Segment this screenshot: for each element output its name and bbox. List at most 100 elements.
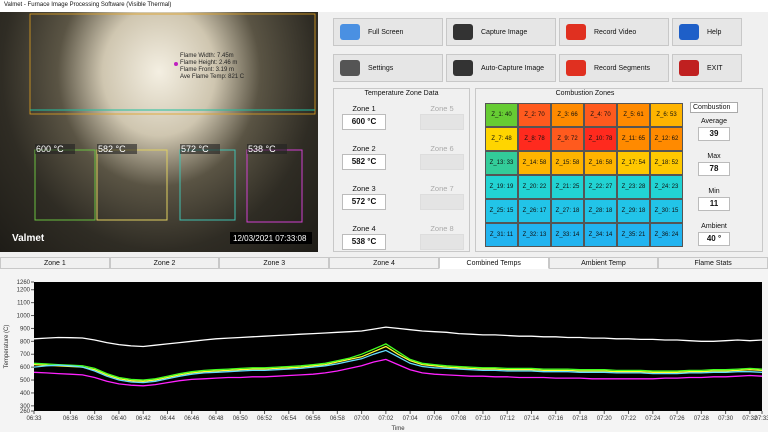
zone-cell: Z_25: 15 <box>485 199 518 223</box>
zone-label: Zone 1 <box>352 104 376 113</box>
zone-cell: Z_15: 58 <box>551 151 584 175</box>
tab[interactable]: Zone 4 <box>329 257 439 269</box>
flame-stat: Flame Height: 2.46 m <box>180 60 237 66</box>
camera-view <box>0 12 318 252</box>
x-tick-label: 07:06 <box>427 416 443 422</box>
button[interactable]: Record Segments <box>559 54 669 82</box>
y-tick-label: 700 <box>20 352 31 358</box>
button-label: Record Video <box>594 28 637 36</box>
zone-cell: Z_7: 48 <box>485 127 518 151</box>
zone-label-bg <box>97 144 137 154</box>
x-tick-label: 06:36 <box>63 416 79 422</box>
button[interactable]: Record Video <box>559 18 669 46</box>
y-tick-label: 600 <box>20 365 31 371</box>
zone-cell: Z_1: 40 <box>485 103 518 127</box>
flame-stat: Flame Width: 7.45m <box>180 53 234 59</box>
flame-stat: Flame Front: 3.19 m <box>180 67 234 73</box>
zone-cell: Z_34: 14 <box>584 223 617 247</box>
zone-box <box>179 149 236 221</box>
zone-cell: Z_17: 54 <box>617 151 650 175</box>
x-tick-label: 06:44 <box>160 416 176 422</box>
button-icon <box>566 24 586 40</box>
tab[interactable]: Ambient Temp <box>548 257 659 269</box>
x-tick-label: 07:26 <box>670 416 686 422</box>
zone-value-empty <box>420 234 464 250</box>
x-tick-label: 07:14 <box>524 416 540 422</box>
stat-label: Ambient <box>701 223 727 230</box>
zone-cell: Z_35: 21 <box>617 223 650 247</box>
zone-value-empty <box>420 194 464 210</box>
y-tick-label: 1260 <box>17 280 31 286</box>
zone-temp: 538 °C <box>248 144 276 154</box>
button-label: Auto-Capture Image <box>481 64 545 72</box>
button[interactable]: Help <box>672 18 742 46</box>
flame-marker <box>174 62 178 66</box>
zone-value: 538 °C <box>342 234 386 250</box>
data-line <box>33 349 763 384</box>
zone-label-bg <box>247 144 287 154</box>
y-tick-label: 500 <box>20 378 31 384</box>
y-tick-label: 400 <box>20 391 31 397</box>
zone-cell: Z_31: 11 <box>485 223 518 247</box>
y-tick-label: 800 <box>20 339 31 345</box>
button-icon <box>679 60 699 76</box>
button[interactable]: Settings <box>333 54 443 82</box>
zone-cell: Z_33: 14 <box>551 223 584 247</box>
zone-cell: Z_12: 62 <box>650 127 683 151</box>
zone-value: 582 °C <box>342 154 386 170</box>
zone-label: Zone 2 <box>352 144 376 153</box>
timestamp: 12/03/2021 07:33:08 <box>233 234 307 243</box>
mode-dropdown[interactable]: Combustion <box>690 102 738 113</box>
button[interactable]: Capture Image <box>446 18 556 46</box>
zone-cell: Z_19: 19 <box>485 175 518 199</box>
zone-cell: Z_28: 18 <box>584 199 617 223</box>
zone-cell: Z_24: 23 <box>650 175 683 199</box>
flame-stat: Ave Flame Temp: 821 C <box>180 74 245 80</box>
x-tick-label: 07:33 <box>754 416 768 422</box>
data-line <box>33 345 763 382</box>
zone-cell: Z_21: 25 <box>551 175 584 199</box>
button[interactable]: EXIT <box>672 54 742 82</box>
stat-value: 39 <box>698 127 730 141</box>
button[interactable]: Full Screen <box>333 18 443 46</box>
y-tick-label: 900 <box>20 326 31 332</box>
tab[interactable]: Zone 1 <box>0 257 110 269</box>
zone-cell: Z_9: 72 <box>551 127 584 151</box>
data-line <box>33 343 763 381</box>
zone-cell: Z_26: 17 <box>518 199 551 223</box>
x-tick-label: 07:18 <box>572 416 588 422</box>
button[interactable]: Auto-Capture Image <box>446 54 556 82</box>
zone-label: Zone 7 <box>430 184 454 193</box>
tab[interactable]: Zone 3 <box>219 257 330 269</box>
x-tick-label: 07:20 <box>597 416 613 422</box>
zone-cell: Z_4: 70 <box>584 103 617 127</box>
stat-label: Average <box>701 118 727 125</box>
zone-label-bg <box>180 144 220 154</box>
zone-value: 572 °C <box>342 194 386 210</box>
x-tick-label: 06:38 <box>87 416 103 422</box>
zone-box <box>246 149 303 223</box>
zone-label: Zone 8 <box>430 224 454 233</box>
zone-value-empty <box>420 114 464 130</box>
zone-value-empty <box>420 154 464 170</box>
title-bar: Valmet - Furnace Image Processing Softwa… <box>0 0 768 12</box>
zone-cell: Z_29: 18 <box>617 199 650 223</box>
zone-temp: 600 °C <box>36 144 64 154</box>
x-tick-label: 07:24 <box>645 416 661 422</box>
x-tick-label: 06:52 <box>257 416 273 422</box>
button-label: Capture Image <box>481 28 528 36</box>
data-line <box>33 326 763 348</box>
x-tick-label: 06:46 <box>184 416 200 422</box>
stat-value: 40 ° <box>698 232 730 246</box>
x-tick-label: 06:42 <box>136 416 152 422</box>
zone-label: Zone 5 <box>430 104 454 113</box>
tab[interactable]: Zone 2 <box>109 257 220 269</box>
x-tick-label: 06:56 <box>306 416 322 422</box>
tab[interactable]: Combined Temps <box>438 257 549 269</box>
zone-label: Zone 4 <box>352 224 376 233</box>
tab[interactable]: Flame Stats <box>658 257 768 269</box>
stat-value: 78 <box>698 162 730 176</box>
x-tick-label: 06:54 <box>281 416 297 422</box>
zone-cell: Z_5: 61 <box>617 103 650 127</box>
